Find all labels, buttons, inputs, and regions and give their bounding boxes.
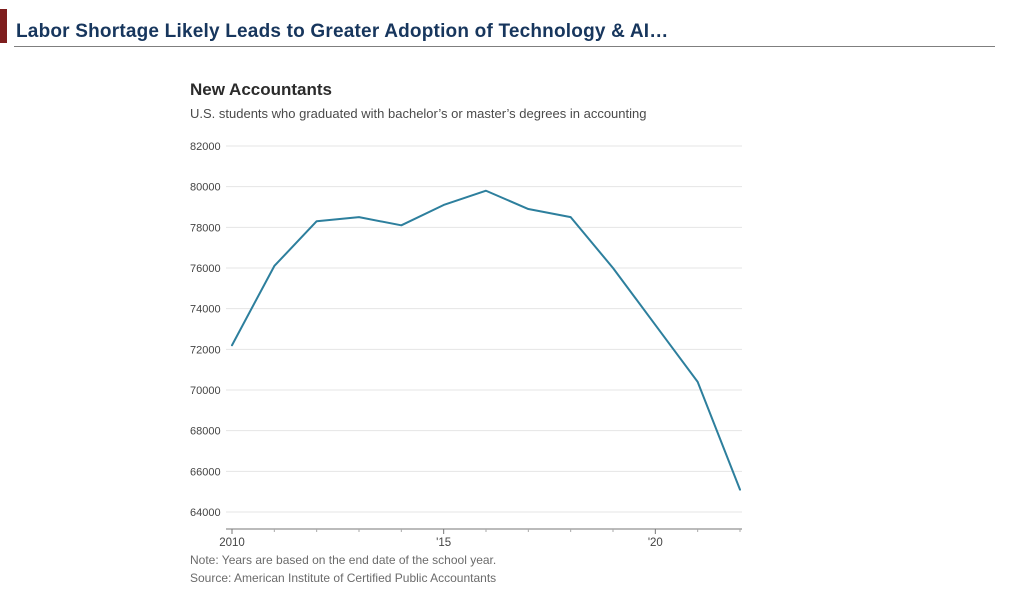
svg-text:66000: 66000 [190, 466, 221, 478]
chart-source: Source: American Institute of Certified … [190, 571, 497, 585]
chart-subtitle: U.S. students who graduated with bachelo… [190, 106, 647, 121]
slide-accent-bar [0, 9, 7, 43]
svg-text:64000: 64000 [190, 507, 221, 519]
title-divider [14, 46, 995, 47]
chart-svg: 64000 66000 68000 70000 72000 74000 76000 78000… [190, 141, 742, 546]
svg-text:'20: '20 [648, 537, 663, 546]
svg-text:76000: 76000 [190, 263, 221, 275]
svg-text:68000: 68000 [190, 426, 221, 438]
y-axis-labels: 64000 66000 68000 70000 72000 74000 76000 78000… [190, 141, 221, 519]
svg-text:'15: '15 [436, 537, 451, 546]
chart-title: New Accountants [190, 80, 333, 99]
svg-text:2010: 2010 [219, 537, 245, 546]
data-line [231, 189, 741, 491]
svg-text:70000: 70000 [190, 385, 221, 397]
svg-text:82000: 82000 [190, 141, 221, 153]
svg-text:72000: 72000 [190, 344, 221, 356]
svg-text:74000: 74000 [190, 304, 221, 316]
svg-text:78000: 78000 [190, 222, 221, 234]
gridlines [226, 145, 742, 513]
x-axis: 2010 '15 '20 [219, 528, 742, 546]
svg-text:80000: 80000 [190, 182, 221, 194]
chart-note: Note: Years are based on the end date of… [190, 553, 497, 567]
page-title: Labor Shortage Likely Leads to Greater A… [16, 21, 669, 42]
